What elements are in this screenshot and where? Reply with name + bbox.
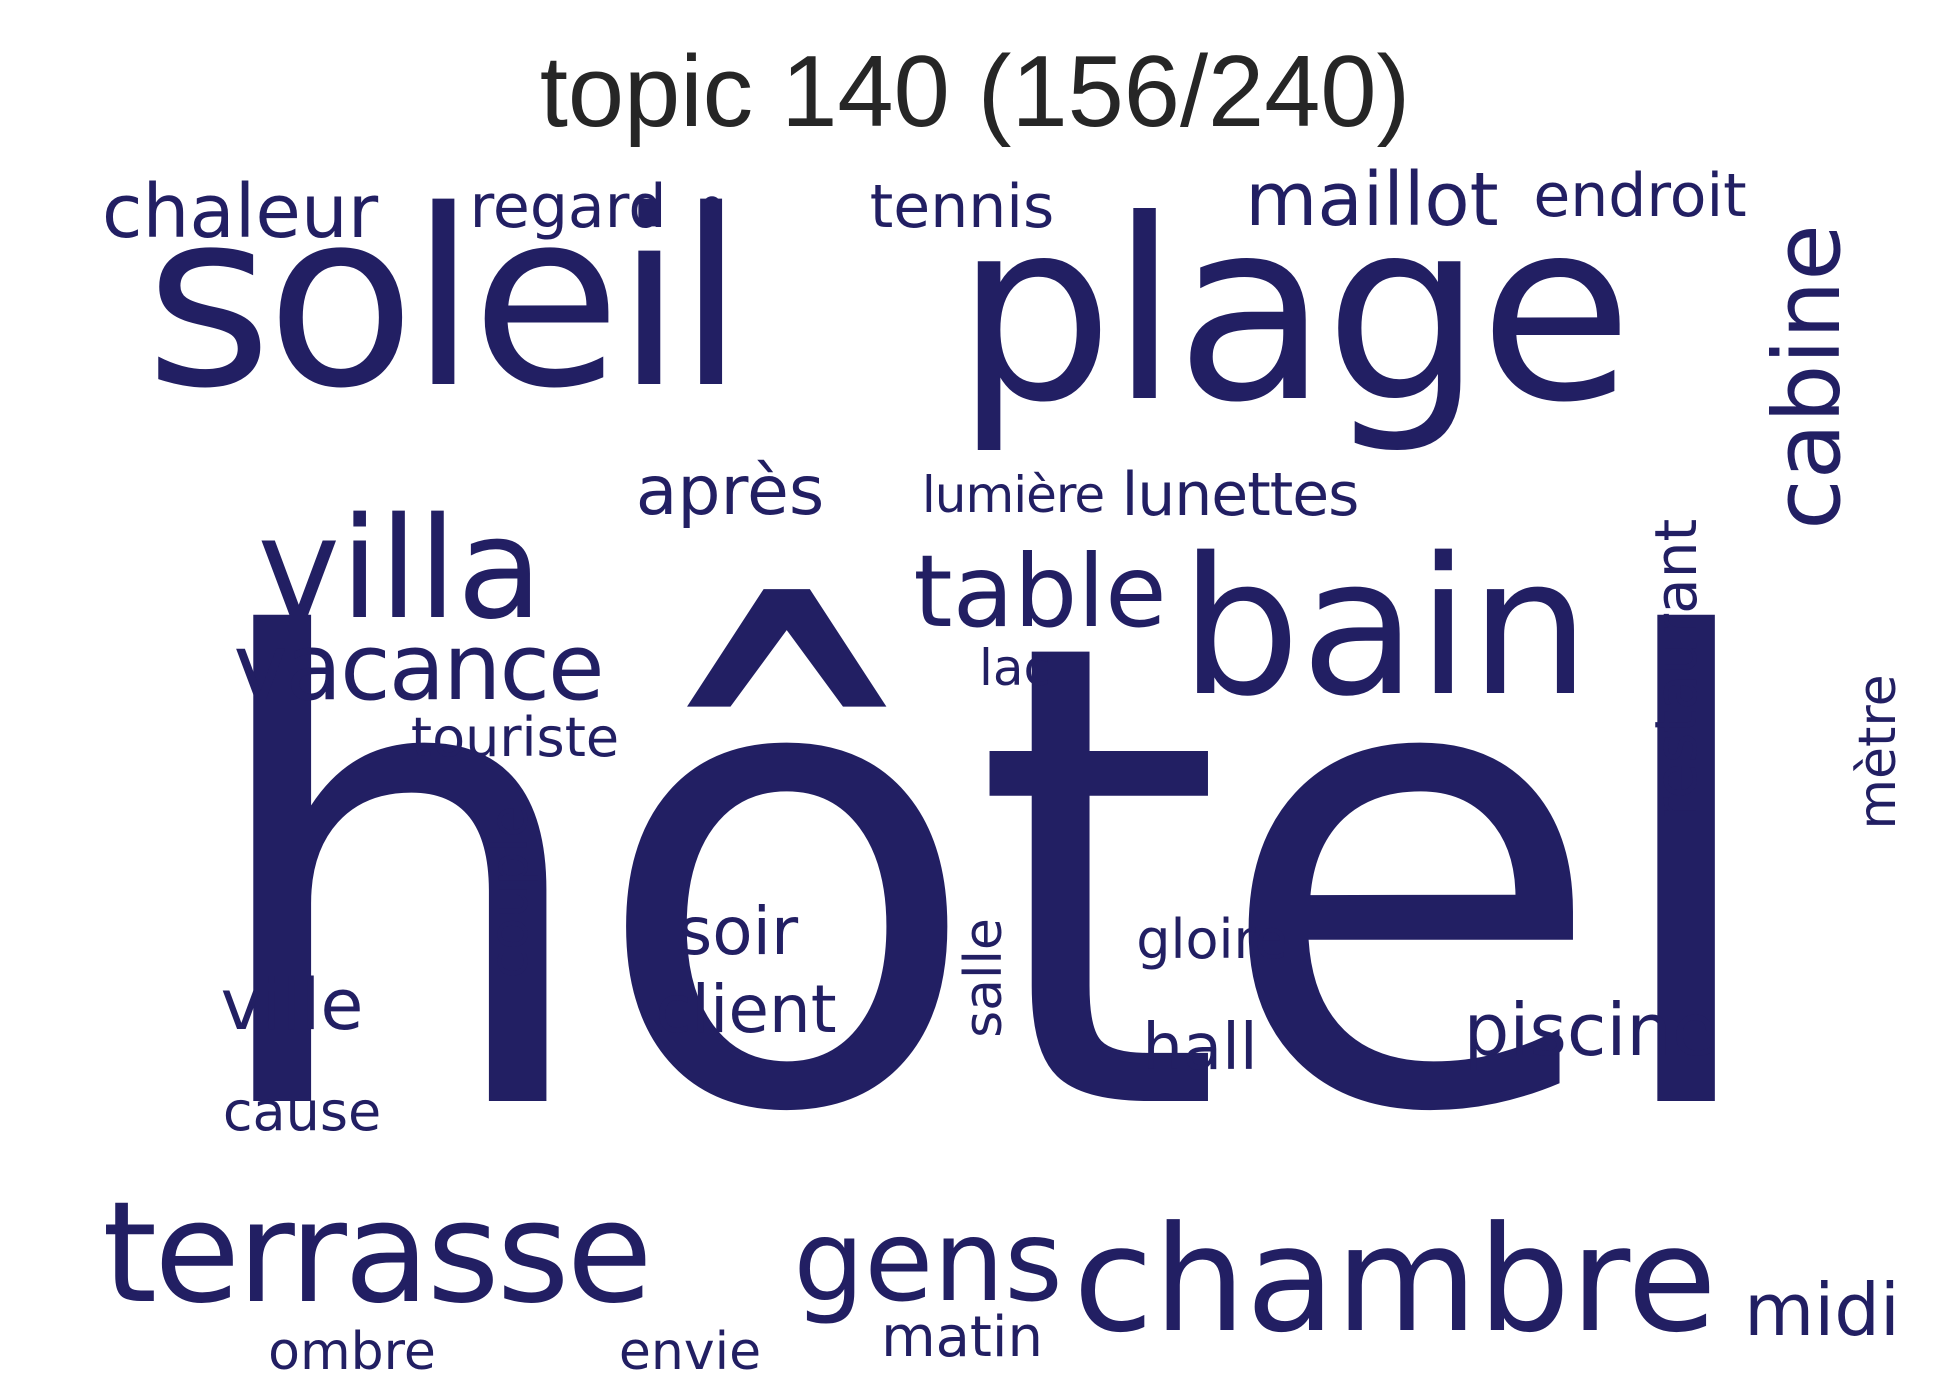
word-soleil: soleil — [145, 158, 745, 442]
word-salle: salle — [954, 918, 1014, 1038]
word-gloire: gloire — [1136, 908, 1288, 971]
word-midi: midi — [1744, 1268, 1900, 1352]
word-piscine: piscine — [1463, 988, 1717, 1072]
word-metre: mètre — [1848, 674, 1908, 830]
word-vacance: vacance — [233, 614, 604, 721]
word-bain: bain — [1179, 517, 1591, 738]
word-chambre: chambre — [1073, 1195, 1717, 1365]
word-restaurant: restaurant — [1642, 518, 1710, 822]
word-soir: soir — [677, 893, 799, 970]
word-table: table — [913, 533, 1167, 650]
word-client: client — [655, 971, 837, 1048]
word-cause: cause — [222, 1080, 382, 1143]
word-chaleur: chaleur — [101, 169, 379, 255]
word-hall: hall — [1142, 1011, 1258, 1085]
word-ville: ville — [220, 964, 364, 1046]
word-endroit: endroit — [1533, 161, 1747, 231]
word-bullet: • — [694, 172, 730, 242]
word-terrasse: terrasse — [102, 1172, 652, 1335]
word-touriste: touriste — [410, 706, 620, 769]
word-gens: gens — [793, 1197, 1063, 1327]
word-lumiere: lumière — [921, 466, 1105, 524]
word-villa: villa — [257, 488, 543, 651]
word-cabine: cabine — [1754, 224, 1861, 530]
word-maillot: maillot — [1245, 157, 1499, 243]
word-lunettes: lunettes — [1121, 460, 1360, 530]
word-matin: matin — [881, 1305, 1043, 1370]
word-tennis: tennis — [869, 172, 1055, 242]
word-couple: couple — [480, 805, 540, 979]
word-lac: lac — [978, 639, 1052, 697]
word-ombre: ombre — [268, 1322, 436, 1382]
word-plage: plage — [955, 166, 1633, 457]
word-regard: regard — [469, 172, 667, 242]
word-apres: après — [635, 452, 825, 531]
chart-title: topic 140 (156/240) — [539, 36, 1411, 148]
word-hotel: hôtel — [195, 507, 1775, 1252]
word-envie: envie — [618, 1322, 762, 1382]
